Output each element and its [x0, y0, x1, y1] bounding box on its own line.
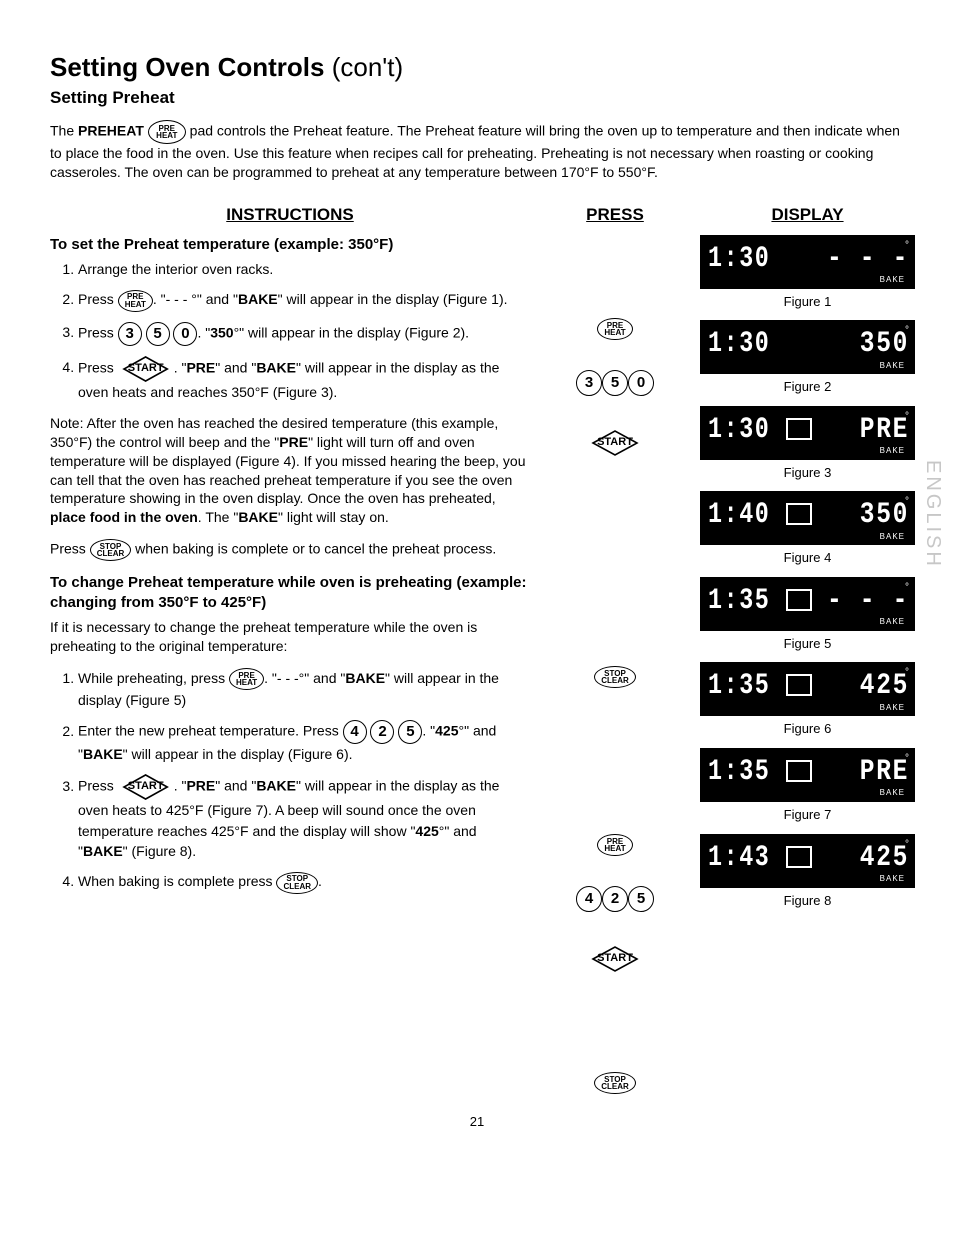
- stop-paragraph: Press STOPCLEAR when baking is complete …: [50, 539, 530, 561]
- figure-caption: Figure 2: [700, 378, 915, 396]
- figure-caption: Figure 6: [700, 720, 915, 738]
- figure-caption: Figure 1: [700, 293, 915, 311]
- press-start-2: START: [540, 929, 690, 989]
- stop-clear-pad-icon: STOPCLEAR: [594, 1072, 636, 1094]
- oven-display-figure-1: 1:30- - -°BAKE: [700, 235, 915, 289]
- stop-clear-pad-icon: STOPCLEAR: [594, 666, 636, 688]
- digit-2-icon: 2: [602, 886, 628, 912]
- digit-4-icon: 4: [343, 720, 367, 744]
- page-number: 21: [0, 1113, 954, 1131]
- figure-caption: Figure 7: [700, 806, 915, 824]
- change-preheat-header: To change Preheat temperature while oven…: [50, 573, 530, 614]
- digit-2-icon: 2: [370, 720, 394, 744]
- press-stop-2: STOPCLEAR: [540, 1059, 690, 1107]
- stop-clear-pad-icon: STOPCLEAR: [276, 872, 318, 894]
- press-preheat: PREHEAT: [540, 305, 690, 353]
- step: When baking is complete press STOPCLEAR.: [78, 871, 530, 893]
- start-pad-icon: START: [118, 356, 174, 382]
- oven-display-figure-7: 1:35PRE°BAKE: [700, 748, 915, 802]
- start-pad-icon: START: [587, 946, 643, 972]
- step: While preheating, press PREHEAT. "- - -°…: [78, 668, 530, 711]
- digit-0-icon: 0: [173, 322, 197, 346]
- digit-3-icon: 3: [576, 370, 602, 396]
- step: Press START . "PRE" and "BAKE" will appe…: [78, 356, 530, 402]
- digit-5-icon: 5: [146, 322, 170, 346]
- instructions-header: INSTRUCTIONS: [50, 204, 530, 227]
- digit-4-icon: 4: [576, 886, 602, 912]
- digit-5-icon: 5: [602, 370, 628, 396]
- press-start: START: [540, 413, 690, 473]
- display-header: DISPLAY: [700, 204, 915, 227]
- preheat-pad-icon: PREHEAT: [597, 834, 632, 856]
- step: Arrange the interior oven racks.: [78, 259, 530, 279]
- oven-display-figure-4: 1:40350°BAKE: [700, 491, 915, 545]
- oven-display-figure-3: 1:30PRE°BAKE: [700, 406, 915, 460]
- figure-caption: Figure 8: [700, 892, 915, 910]
- note-paragraph: Note: After the oven has reached the des…: [50, 414, 530, 527]
- step: Enter the new preheat temperature. Press…: [78, 720, 530, 764]
- step: Press START . "PRE" and "BAKE" will appe…: [78, 774, 530, 861]
- figure-caption: Figure 5: [700, 635, 915, 653]
- preheat-pad-icon: PREHEAT: [148, 120, 186, 144]
- digit-3-icon: 3: [118, 322, 142, 346]
- digit-5-icon: 5: [628, 886, 654, 912]
- press-header: PRESS: [540, 204, 690, 227]
- preheat-pad-icon: PREHEAT: [118, 290, 153, 312]
- digit-0-icon: 0: [628, 370, 654, 396]
- press-preheat-2: PREHEAT: [540, 821, 690, 869]
- change-preheat-steps: While preheating, press PREHEAT. "- - -°…: [50, 668, 530, 894]
- change-intro: If it is necessary to change the preheat…: [50, 618, 530, 656]
- page-title: Setting Oven Controls (con't): [50, 50, 914, 85]
- intro-paragraph: The PREHEAT PREHEAT pad controls the Pre…: [50, 120, 914, 182]
- digit-5-icon: 5: [398, 720, 422, 744]
- oven-display-figure-2: 1:30350°BAKE: [700, 320, 915, 374]
- set-preheat-header: To set the Preheat temperature (example:…: [50, 235, 530, 255]
- start-pad-icon: START: [118, 774, 174, 800]
- start-pad-icon: START: [587, 430, 643, 456]
- oven-display-figure-5: 1:35- - -°BAKE: [700, 577, 915, 631]
- figure-caption: Figure 3: [700, 464, 915, 482]
- step: Press 3 5 0. "350°" will appear in the d…: [78, 322, 530, 346]
- stop-clear-pad-icon: STOPCLEAR: [90, 539, 132, 561]
- preheat-pad-icon: PREHEAT: [229, 668, 264, 690]
- oven-display-figure-8: 1:43425°BAKE: [700, 834, 915, 888]
- oven-display-figure-6: 1:35425°BAKE: [700, 662, 915, 716]
- figure-caption: Figure 4: [700, 549, 915, 567]
- press-425: 425: [540, 869, 690, 929]
- step: Press PREHEAT. "- - - °" and "BAKE" will…: [78, 289, 530, 311]
- set-preheat-steps: Arrange the interior oven racks. Press P…: [50, 259, 530, 402]
- preheat-pad-icon: PREHEAT: [597, 318, 632, 340]
- section-subtitle: Setting Preheat: [50, 87, 914, 110]
- press-stop: STOPCLEAR: [540, 653, 690, 701]
- language-tab: ENGLISH: [919, 460, 946, 569]
- press-350: 350: [540, 353, 690, 413]
